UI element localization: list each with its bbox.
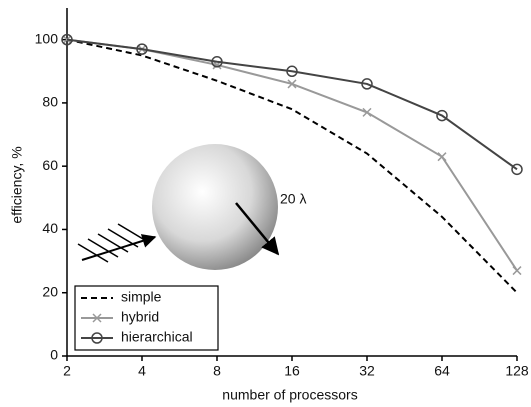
marker <box>362 107 372 117</box>
marker <box>437 152 447 162</box>
y-tick-label: 0 <box>50 347 58 363</box>
marker <box>436 109 448 122</box>
marker <box>512 266 522 276</box>
legend-label: hierarchical <box>121 329 193 345</box>
marker <box>286 65 298 78</box>
x-tick-label: 128 <box>505 363 529 379</box>
marker <box>211 56 223 68</box>
x-tick-label: 2 <box>63 363 71 379</box>
marker <box>61 33 73 46</box>
y-tick-label: 20 <box>42 283 58 299</box>
marker <box>92 313 102 323</box>
y-tick-label: 40 <box>42 220 58 236</box>
x-axis-label: number of processors <box>222 387 357 403</box>
illustration <box>77 144 280 270</box>
series-line <box>66 38 518 294</box>
x-tick-label: 64 <box>434 363 450 379</box>
y-tick-label: 60 <box>42 157 58 173</box>
y-tick-label: 80 <box>42 94 58 110</box>
x-tick-label: 8 <box>213 363 221 379</box>
legend-label: hybrid <box>121 309 159 325</box>
incident-arrow <box>81 234 157 261</box>
marker <box>287 79 297 89</box>
series-line <box>66 38 518 272</box>
legend-label: simple <box>121 289 162 305</box>
y-axis-label: efficiency, % <box>9 146 25 223</box>
x-tick-label: 4 <box>138 363 146 379</box>
marker <box>91 332 103 344</box>
radius-arrow <box>235 202 280 256</box>
x-tick-label: 16 <box>284 363 300 379</box>
y-tick-label: 100 <box>35 30 59 46</box>
sphere <box>152 144 278 270</box>
marker <box>136 43 148 55</box>
wave-fronts <box>77 223 149 263</box>
marker <box>361 78 373 90</box>
x-tick-label: 32 <box>359 363 375 379</box>
series-line <box>66 38 518 171</box>
marker <box>511 163 523 176</box>
annotation: 20 λ <box>280 191 306 207</box>
